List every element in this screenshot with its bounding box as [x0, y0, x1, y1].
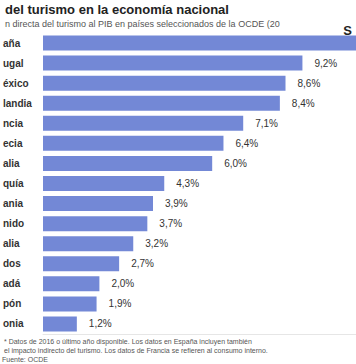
svg-text:ncia: ncia [3, 118, 23, 129]
svg-text:alia: alia [3, 238, 20, 249]
svg-text:9,2%: 9,2% [314, 58, 337, 69]
svg-text:8,6%: 8,6% [298, 78, 321, 89]
svg-text:aña: aña [3, 38, 21, 49]
svg-text:ecia: ecia [3, 138, 23, 149]
svg-text:S: S [343, 23, 352, 38]
svg-text:pón: pón [3, 298, 21, 309]
svg-text:alia: alia [3, 158, 20, 169]
svg-text:6,4%: 6,4% [235, 138, 258, 149]
svg-text:3,2%: 3,2% [145, 238, 168, 249]
svg-text:8,4%: 8,4% [292, 98, 315, 109]
svg-text:nido: nido [3, 218, 24, 229]
svg-text:Fuente: OCDE: Fuente: OCDE [2, 356, 48, 363]
svg-text:6,0%: 6,0% [224, 158, 247, 169]
svg-text:onia: onia [3, 318, 24, 329]
svg-text:2,7%: 2,7% [131, 258, 154, 269]
svg-text:adá: adá [3, 278, 21, 289]
svg-text:ugal: ugal [3, 58, 24, 69]
svg-text:7,1%: 7,1% [255, 118, 278, 129]
svg-text:landia: landia [3, 98, 32, 109]
svg-text:3,9%: 3,9% [165, 198, 188, 209]
svg-text:ania: ania [3, 198, 23, 209]
svg-text:dos: dos [3, 258, 21, 269]
svg-text:2,0%: 2,0% [111, 278, 134, 289]
svg-text:n directa del turismo al PIB e: n directa del turismo al PIB en países s… [5, 19, 280, 29]
svg-text:éxico: éxico [3, 78, 29, 89]
svg-text:* Datos de 2016 o último año d: * Datos de 2016 o último año disponible.… [4, 338, 252, 346]
svg-text:4,3%: 4,3% [176, 178, 199, 189]
svg-text:1,9%: 1,9% [109, 298, 132, 309]
svg-text:3,7%: 3,7% [159, 218, 182, 229]
svg-text:quía: quía [3, 178, 24, 189]
svg-text:el impacto indirecto del turis: el impacto indirecto del turismo. Los da… [4, 347, 268, 355]
svg-text:del turismo en la economía nac: del turismo en la economía nacional [5, 2, 229, 17]
svg-text:1,2%: 1,2% [89, 318, 112, 329]
